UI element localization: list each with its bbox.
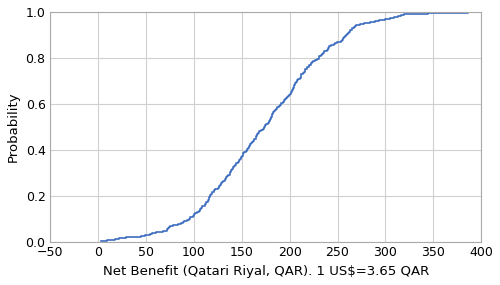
X-axis label: Net Benefit (Qatari Riyal, QAR). 1 US$=3.65 QAR: Net Benefit (Qatari Riyal, QAR). 1 US$=3…: [102, 265, 429, 278]
Y-axis label: Probability: Probability: [7, 91, 20, 162]
